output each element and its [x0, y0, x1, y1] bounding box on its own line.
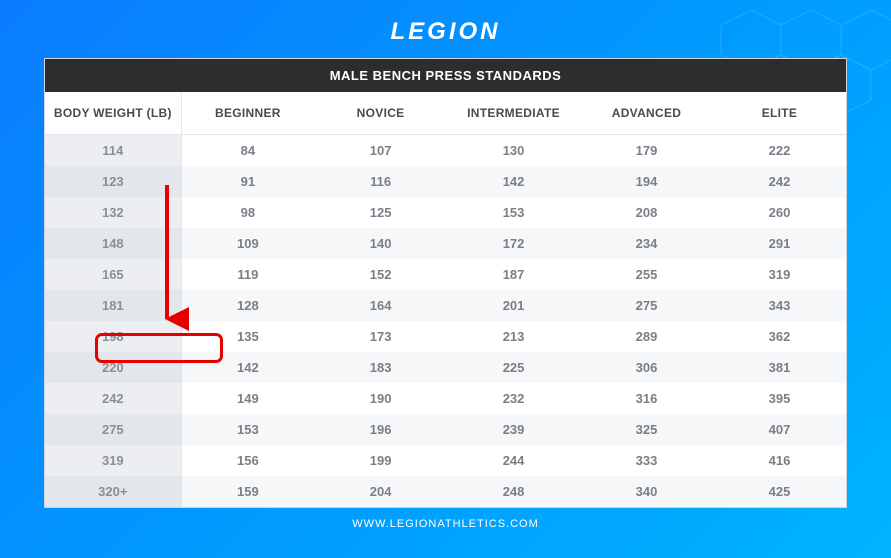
table-title: MALE BENCH PRESS STANDARDS [45, 59, 846, 92]
bodyweight-cell: 123 [45, 166, 181, 197]
value-cell: 179 [580, 135, 713, 167]
value-cell: 275 [580, 290, 713, 321]
value-cell: 208 [580, 197, 713, 228]
value-cell: 173 [314, 321, 447, 352]
value-cell: 119 [181, 259, 314, 290]
footer-url: WWW.LEGIONATHLETICS.COM [0, 508, 891, 530]
value-cell: 153 [181, 414, 314, 445]
value-cell: 130 [447, 135, 580, 167]
value-cell: 190 [314, 383, 447, 414]
value-cell: 255 [580, 259, 713, 290]
value-cell: 156 [181, 445, 314, 476]
value-cell: 248 [447, 476, 580, 507]
value-cell: 242 [713, 166, 846, 197]
table-row: 320+159204248340425 [45, 476, 846, 507]
col-header-beginner: BEGINNER [181, 92, 314, 135]
value-cell: 325 [580, 414, 713, 445]
value-cell: 306 [580, 352, 713, 383]
value-cell: 244 [447, 445, 580, 476]
value-cell: 239 [447, 414, 580, 445]
value-cell: 159 [181, 476, 314, 507]
value-cell: 116 [314, 166, 447, 197]
table-body: 1148410713017922212391116142194242132981… [45, 135, 846, 508]
value-cell: 343 [713, 290, 846, 321]
brand-logo: LEGION [0, 0, 891, 58]
value-cell: 395 [713, 383, 846, 414]
value-cell: 340 [580, 476, 713, 507]
value-cell: 152 [314, 259, 447, 290]
value-cell: 84 [181, 135, 314, 167]
standards-table-container: MALE BENCH PRESS STANDARDS BODY WEIGHT (… [44, 58, 847, 508]
table-row: 275153196239325407 [45, 414, 846, 445]
bodyweight-cell: 132 [45, 197, 181, 228]
highlight-annotation-box [95, 333, 223, 363]
col-header-novice: NOVICE [314, 92, 447, 135]
value-cell: 225 [447, 352, 580, 383]
value-cell: 416 [713, 445, 846, 476]
value-cell: 201 [447, 290, 580, 321]
brand-text: LEGION [390, 18, 500, 45]
value-cell: 291 [713, 228, 846, 259]
value-cell: 183 [314, 352, 447, 383]
value-cell: 407 [713, 414, 846, 445]
value-cell: 260 [713, 197, 846, 228]
value-cell: 153 [447, 197, 580, 228]
bodyweight-cell: 148 [45, 228, 181, 259]
value-cell: 164 [314, 290, 447, 321]
table-row: 12391116142194242 [45, 166, 846, 197]
table-row: 11484107130179222 [45, 135, 846, 167]
bodyweight-cell: 242 [45, 383, 181, 414]
value-cell: 316 [580, 383, 713, 414]
value-cell: 107 [314, 135, 447, 167]
bodyweight-cell: 319 [45, 445, 181, 476]
value-cell: 199 [314, 445, 447, 476]
table-row: 148109140172234291 [45, 228, 846, 259]
bodyweight-cell: 320+ [45, 476, 181, 507]
value-cell: 213 [447, 321, 580, 352]
value-cell: 187 [447, 259, 580, 290]
value-cell: 142 [447, 166, 580, 197]
table-row: 165119152187255319 [45, 259, 846, 290]
value-cell: 109 [181, 228, 314, 259]
value-cell: 91 [181, 166, 314, 197]
value-cell: 140 [314, 228, 447, 259]
value-cell: 234 [580, 228, 713, 259]
value-cell: 222 [713, 135, 846, 167]
value-cell: 333 [580, 445, 713, 476]
table-row: 242149190232316395 [45, 383, 846, 414]
value-cell: 98 [181, 197, 314, 228]
table-header-row: BODY WEIGHT (LB) BEGINNER NOVICE INTERME… [45, 92, 846, 135]
bodyweight-cell: 165 [45, 259, 181, 290]
value-cell: 172 [447, 228, 580, 259]
value-cell: 425 [713, 476, 846, 507]
bodyweight-cell: 114 [45, 135, 181, 167]
value-cell: 204 [314, 476, 447, 507]
value-cell: 319 [713, 259, 846, 290]
col-header-elite: ELITE [713, 92, 846, 135]
value-cell: 128 [181, 290, 314, 321]
value-cell: 194 [580, 166, 713, 197]
value-cell: 149 [181, 383, 314, 414]
value-cell: 362 [713, 321, 846, 352]
bodyweight-cell: 275 [45, 414, 181, 445]
value-cell: 125 [314, 197, 447, 228]
table-row: 13298125153208260 [45, 197, 846, 228]
value-cell: 196 [314, 414, 447, 445]
col-header-bodyweight: BODY WEIGHT (LB) [45, 92, 181, 135]
standards-table: BODY WEIGHT (LB) BEGINNER NOVICE INTERME… [45, 92, 846, 507]
table-row: 181128164201275343 [45, 290, 846, 321]
col-header-intermediate: INTERMEDIATE [447, 92, 580, 135]
col-header-advanced: ADVANCED [580, 92, 713, 135]
table-row: 319156199244333416 [45, 445, 846, 476]
bodyweight-cell: 181 [45, 290, 181, 321]
value-cell: 289 [580, 321, 713, 352]
value-cell: 381 [713, 352, 846, 383]
value-cell: 232 [447, 383, 580, 414]
